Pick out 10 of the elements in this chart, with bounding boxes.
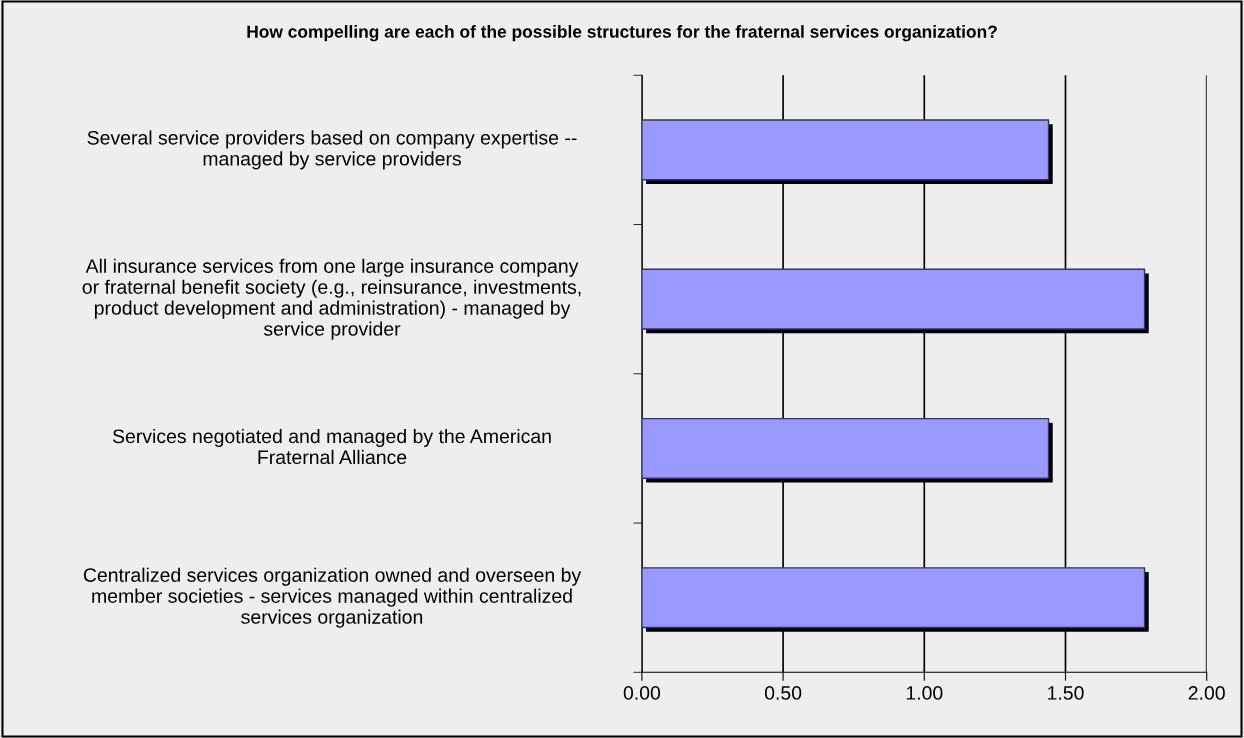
x-tick-label: 0.50 — [764, 686, 802, 700]
x-tick-label: 0.00 — [623, 686, 661, 700]
x-tick-label: 2.00 — [1188, 686, 1225, 700]
y-tick-label: Several service providers based on company expertise -- managed by service providers — [87, 130, 577, 170]
chart-title: How compelling are each of the possible structures for the fraternal services organization? — [247, 25, 997, 42]
y-tick-label: Centralized services organization owned and overseen by member societies - services managed within centralized services organization — [83, 567, 582, 628]
x-tick-label: 1.50 — [1048, 686, 1084, 700]
x-tick-label: 1.00 — [906, 686, 943, 700]
y-tick-label: Services negotiated and managed by the American Fraternal Alliance — [112, 428, 551, 465]
y-tick-label: All insurance services from one large insurance company or fraternal benefit society (e.g., reinsurance, investments, product development and administration) - managed by service provider — [82, 258, 581, 340]
